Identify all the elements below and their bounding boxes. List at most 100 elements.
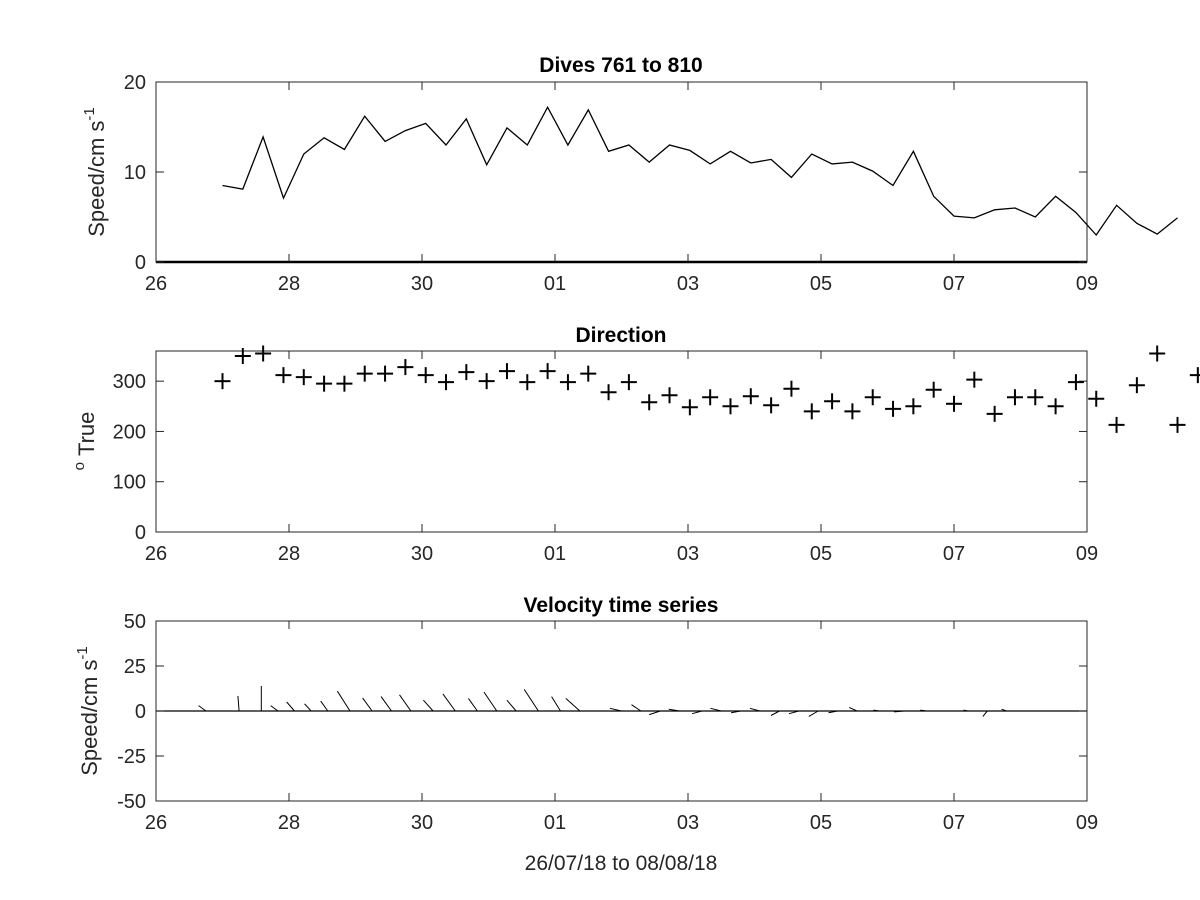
velocity-stick bbox=[649, 710, 661, 716]
direction-plot-box bbox=[155, 350, 1088, 533]
velocity-stick bbox=[483, 691, 498, 712]
velocity-stick bbox=[551, 696, 561, 712]
direction-point bbox=[763, 397, 780, 414]
velocity-y-axis-label: Speed/cm s-1 bbox=[74, 646, 102, 776]
speed-series-line bbox=[222, 105, 1178, 237]
direction-point bbox=[478, 373, 495, 390]
velocity-stick bbox=[788, 710, 799, 715]
y-tick-label: 10 bbox=[124, 162, 146, 184]
direction-point bbox=[986, 405, 1003, 422]
direction-point bbox=[885, 400, 902, 417]
velocity-stick bbox=[982, 710, 988, 717]
y-tick-label: 25 bbox=[124, 656, 146, 678]
direction-point bbox=[600, 384, 617, 401]
direction-point bbox=[559, 374, 576, 391]
direction-point bbox=[824, 393, 841, 410]
direction-point bbox=[295, 369, 312, 386]
velocity-stick bbox=[1001, 708, 1007, 712]
velocity-x-axis-label: 26/07/18 to 08/08/18 bbox=[525, 852, 718, 875]
velocity-stick bbox=[893, 710, 905, 713]
direction-point bbox=[1169, 416, 1186, 433]
velocity-stick bbox=[362, 697, 373, 712]
direction-point bbox=[641, 394, 658, 411]
direction-point bbox=[1149, 345, 1166, 362]
direction-point bbox=[377, 365, 394, 382]
direction-point bbox=[803, 403, 820, 420]
speed-y-axis-label: Speed/cm s-1 bbox=[81, 107, 109, 237]
y-tick-label: 200 bbox=[113, 421, 146, 443]
x-tick-label: 26 bbox=[145, 273, 167, 295]
direction-point bbox=[255, 345, 272, 362]
velocity-stick bbox=[467, 698, 478, 712]
velocity-stick bbox=[808, 710, 819, 717]
y-tick-label: -50 bbox=[117, 791, 146, 813]
velocity-stick bbox=[270, 705, 279, 712]
direction-point bbox=[519, 374, 536, 391]
x-tick-label: 05 bbox=[810, 543, 832, 565]
x-tick-label: 03 bbox=[677, 543, 699, 565]
x-tick-label: 09 bbox=[1076, 273, 1098, 295]
direction-point bbox=[397, 359, 414, 376]
velocity-stick bbox=[423, 699, 434, 712]
direction-point bbox=[620, 374, 637, 391]
direction-point bbox=[580, 365, 597, 382]
direction-point bbox=[1108, 416, 1125, 433]
x-tick-label: 07 bbox=[943, 273, 965, 295]
velocity-stick bbox=[609, 707, 622, 712]
x-tick-label: 07 bbox=[943, 812, 965, 834]
direction-point bbox=[458, 364, 475, 381]
x-tick-label: 01 bbox=[544, 273, 566, 295]
direction-point bbox=[702, 389, 719, 406]
velocity-stick bbox=[631, 704, 642, 712]
direction-point bbox=[905, 398, 922, 415]
direction-point bbox=[539, 363, 556, 380]
x-tick-label: 07 bbox=[943, 543, 965, 565]
x-tick-label: 09 bbox=[1076, 543, 1098, 565]
velocity-stick bbox=[336, 690, 351, 712]
velocity-stick bbox=[523, 689, 539, 712]
direction-panel: Direction 0 100 200 300 26 28 30 01 03 05 07 09 oT… bbox=[71, 324, 1200, 565]
velocity-stick bbox=[691, 710, 703, 715]
speed-y-axis-label-sup: -1 bbox=[81, 107, 98, 120]
y-tick-label: 0 bbox=[135, 522, 146, 544]
x-tick-label: 03 bbox=[677, 812, 699, 834]
velocity-chart-title: Velocity time series bbox=[524, 594, 719, 617]
direction-point bbox=[864, 389, 881, 406]
velocity-stick bbox=[770, 710, 780, 716]
velocity-stick bbox=[286, 701, 295, 712]
x-tick-label: 05 bbox=[810, 273, 832, 295]
velocity-panel: Velocity time series -50 -25 0 25 50 26 28 30 0… bbox=[74, 594, 1098, 875]
velocity-stick bbox=[668, 708, 680, 712]
direction-point bbox=[438, 374, 455, 391]
x-tick-label: 30 bbox=[411, 543, 433, 565]
direction-y-axis-label: o True bbox=[71, 412, 99, 471]
speed-y-axis-label-main: Speed/cm s bbox=[84, 121, 109, 237]
velocity-stick bbox=[848, 706, 858, 712]
direction-point bbox=[742, 388, 759, 405]
velocity-stick bbox=[320, 700, 329, 712]
velocity-stick bbox=[963, 709, 969, 712]
direction-point bbox=[783, 380, 800, 397]
velocity-stick bbox=[304, 703, 312, 712]
x-tick-label: 09 bbox=[1076, 812, 1098, 834]
direction-point bbox=[316, 375, 333, 392]
velocity-stick bbox=[749, 707, 761, 712]
direction-point bbox=[336, 375, 353, 392]
x-tick-label: 28 bbox=[278, 273, 300, 295]
direction-point bbox=[925, 381, 942, 398]
direction-point bbox=[356, 365, 373, 382]
speed-chart-title: Dives 761 to 810 bbox=[539, 54, 702, 77]
x-tick-label: 26 bbox=[145, 543, 167, 565]
direction-point bbox=[681, 399, 698, 416]
velocity-stick bbox=[920, 709, 927, 712]
velocity-stick bbox=[731, 710, 741, 714]
x-tick-label: 30 bbox=[411, 812, 433, 834]
velocity-stick bbox=[237, 695, 240, 712]
y-tick-label: 0 bbox=[135, 252, 146, 274]
x-tick-label: 28 bbox=[278, 812, 300, 834]
direction-point bbox=[722, 398, 739, 415]
direction-point bbox=[1189, 367, 1200, 384]
x-tick-label: 01 bbox=[544, 812, 566, 834]
direction-point bbox=[417, 367, 434, 384]
